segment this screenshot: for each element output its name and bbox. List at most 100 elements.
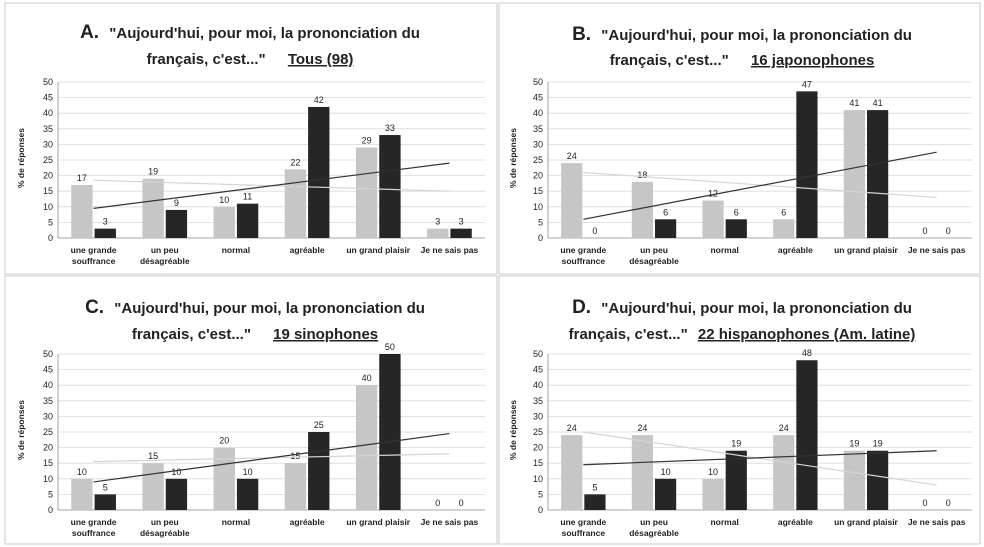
panel-d-data-label-s1: 10: [708, 467, 718, 477]
panel-b-trendline-s2: [583, 151, 937, 220]
panel-b-data-label-s2: 0: [946, 226, 951, 236]
panel-a-bar-s2: [165, 209, 188, 238]
panel-c-category-label: une grande: [71, 517, 117, 527]
panel-b-y-tick-label: 45: [533, 93, 543, 103]
panel-d-title-line2-text: français, c'est...": [569, 326, 688, 343]
panel-a-y-tick-label: 15: [43, 186, 53, 196]
panel-c-category-label: souffrance: [72, 528, 116, 538]
panel-a-y-tick-label: 35: [43, 124, 53, 134]
panel-a-title: "Aujourd'hui, pour moi, la prononciation…: [109, 25, 420, 42]
panel-a-bar-s1: [427, 228, 449, 238]
panel-c-y-axis-label: % de réponses: [16, 400, 26, 460]
panel-d-title-line2: français, c'est..." 22 hispanophones (Am…: [569, 326, 916, 343]
panel-a-title-line2-text: français, c'est...": [147, 51, 266, 68]
panel-a-trendline-s2: [93, 162, 450, 209]
panel-b-category-label: désagréable: [629, 256, 679, 266]
panel-d-bar-s2: [796, 360, 818, 510]
panel-a-y-tick-label: 25: [43, 155, 53, 165]
panel-b-y-tick-label: 10: [533, 202, 543, 212]
panel-c-data-label-s1: 20: [219, 436, 229, 446]
panel-d-bar-s2: [655, 478, 677, 510]
panel-c-category-label: désagréable: [140, 528, 190, 538]
panel-b-category-label: un grand plaisir: [834, 245, 898, 255]
panel-c-data-label-s2: 10: [243, 467, 253, 477]
panel-a-category-label: désagréable: [140, 256, 190, 266]
panel-b-y-tick-label: 0: [538, 233, 543, 243]
panel-d-letter: D.: [572, 297, 591, 318]
panel-d-bar-s1: [561, 435, 583, 510]
panel-a-plot: 0510152025303540455017191022293391142333…: [43, 77, 485, 266]
panel-b-category-label: agréable: [778, 245, 813, 255]
panel-b-bar-s1: [773, 219, 795, 238]
panel-a-y-tick-label: 40: [43, 108, 53, 118]
panel-a-bar-s2: [379, 135, 401, 238]
panel-d-y-tick-label: 50: [533, 349, 543, 359]
panel-b-data-label-s1: 6: [781, 207, 786, 217]
panel-a-bar-s1: [71, 184, 93, 238]
panel-d-category-label: souffrance: [562, 528, 606, 538]
panel-c-bar-s1: [213, 447, 235, 510]
panel-a-data-label-s2: 11: [243, 192, 252, 202]
panel-d-category-label: agréable: [778, 517, 813, 527]
panel-d-bar-s2: [725, 450, 747, 510]
panel-c-data-label-s1: 15: [290, 451, 300, 461]
panel-c-y-tick-label: 20: [43, 443, 53, 453]
panel-a-letter: A.: [80, 22, 99, 43]
panel-a-bar-s2: [450, 228, 472, 238]
panel-a-y-tick-label: 30: [43, 139, 53, 149]
panel-c-category-label: Je ne sais pas: [421, 517, 479, 527]
panel-b-data-label-s2: 6: [663, 207, 668, 217]
panel-d-category-label: une grande: [560, 517, 606, 527]
panel-b-title-line1: B. "Aujourd'hui, pour moi, la prononciat…: [572, 24, 912, 45]
panel-d-plot: 0 5 10 15 20 25 30 35 40 45 50 24 24 10 24 19 0 5 10 19 48 19…: [533, 348, 972, 538]
panel-a-data-label-s2: 9: [174, 198, 179, 208]
panel-a-y-axis-label: % de réponses: [16, 128, 26, 188]
panel-c-plot: 0 5 10 15 20 25 30 35 40 45 50 10 15 20 15 40 0 5 10 10 25 50…: [43, 342, 485, 538]
panel-d-category-label: un peu: [640, 517, 668, 527]
panel-c-y-tick-label: 5: [48, 489, 53, 499]
panel-c-bar-s2: [165, 478, 188, 510]
panel-b-data-label-s1: 41: [849, 98, 859, 108]
panel-a-bar-s2: [308, 106, 330, 239]
panel-b-y-axis-label: % de réponses: [508, 128, 518, 188]
panel-d-bar-s1: [843, 450, 865, 510]
panel-a-data-label-s2: 3: [459, 217, 464, 227]
panel-d-y-tick-label: 35: [533, 396, 543, 406]
panel-a-y-tick-label: 5: [48, 217, 53, 227]
panel-b-data-label-s1: 18: [637, 170, 647, 180]
panel-d-title-line1: D. "Aujourd'hui, pour moi, la prononciat…: [572, 297, 912, 318]
panel-c-y-tick-label: 0: [48, 505, 53, 515]
panel-c-category-label: normal: [222, 517, 250, 527]
panel-c-data-label-s1: 15: [148, 451, 158, 461]
panel-b-bar-s1: [702, 200, 724, 238]
panel-b-y-tick-label: 50: [533, 77, 543, 87]
panel-c-trendline-s2: [93, 432, 450, 483]
panel-b-bar-s2: [725, 219, 747, 238]
panel-a-data-label-s1: 22: [290, 157, 300, 167]
panel-d-data-label-s2: 10: [661, 467, 671, 477]
panel-c-data-label-s2: 50: [385, 342, 395, 352]
panel-d-data-label-s1: 24: [637, 423, 647, 433]
panel-b-y-tick-label: 5: [538, 217, 543, 227]
panel-d-y-tick-label: 5: [538, 489, 543, 499]
panel-c-y-tick-label: 35: [43, 396, 53, 406]
panel-a-category-label: agréable: [290, 245, 325, 255]
panel-d-bar-s1: [702, 478, 724, 510]
panel-a-data-label-s2: 42: [314, 95, 324, 105]
panel-c-category-label: un peu: [151, 517, 179, 527]
panel-b-category-label: Je ne sais pas: [908, 245, 966, 255]
panel-b-y-tick-label: 35: [533, 124, 543, 134]
panel-c-data-label-s1: 10: [77, 467, 87, 477]
panel-d-trendline-s2: [583, 450, 937, 466]
panel-a-data-label-s1: 19: [148, 167, 158, 177]
panel-c-bar-s2: [308, 432, 330, 510]
panel-d-y-tick-label: 45: [533, 365, 543, 375]
panel-a-y-tick-label: 20: [43, 171, 53, 181]
panel-b-data-label-s2: 41: [873, 98, 883, 108]
panel-b-data-label-s2: 47: [802, 79, 812, 89]
panel-d-data-label-s2: 0: [946, 498, 951, 508]
panel-b-bar-s1: [843, 110, 865, 238]
panel-c-data-label-s1: 0: [435, 498, 440, 508]
panel-d-y-tick-label: 0: [538, 505, 543, 515]
